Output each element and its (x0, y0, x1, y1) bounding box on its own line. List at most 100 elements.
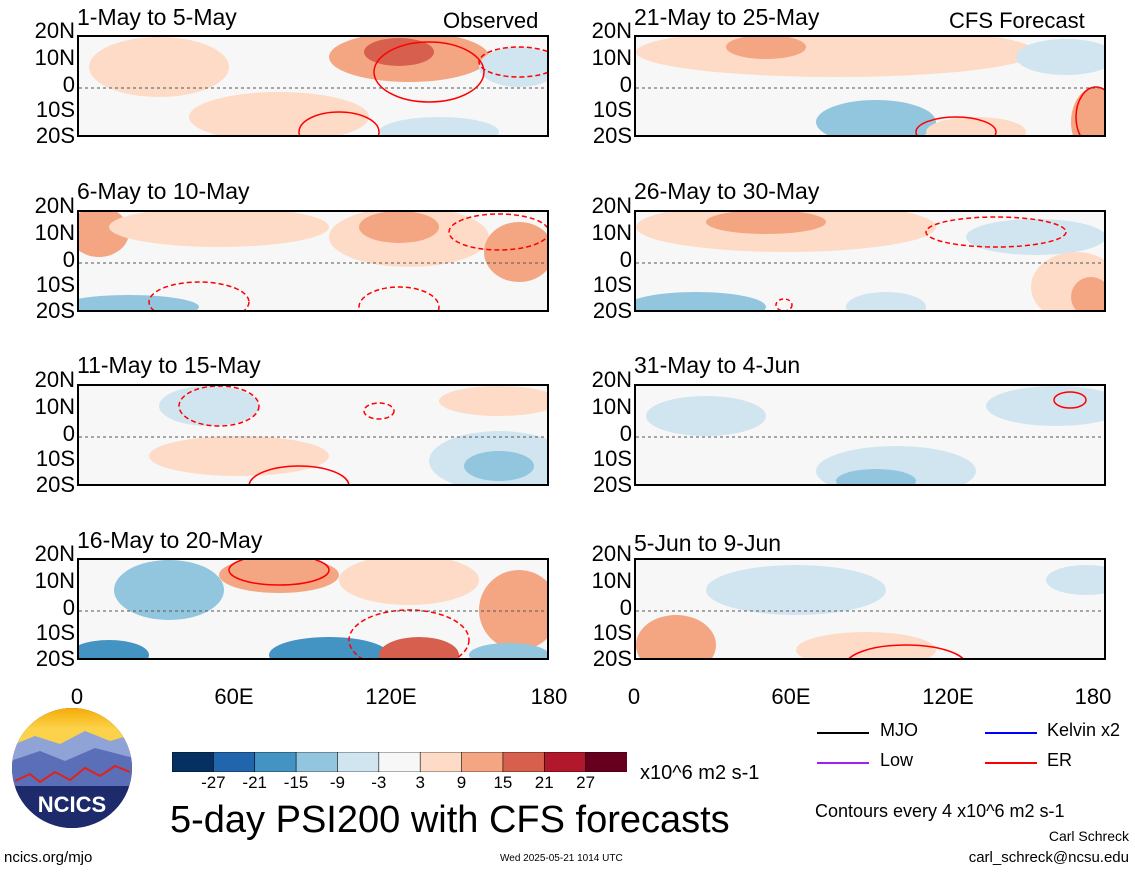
map-panel-5 (634, 35, 1106, 137)
lat-label: 20S (35, 123, 75, 148)
lat-label: 10S (592, 446, 632, 471)
lat-label: 10S (592, 97, 632, 122)
ncics-logo: NCICS (10, 706, 134, 830)
lon-label-0-left: 0 (70, 684, 84, 709)
lat-label: 10N (34, 568, 75, 593)
footer-email: carl_schreck@ncsu.edu (968, 849, 1129, 866)
colorbar-swatch (213, 751, 256, 773)
lat-label: 20N (591, 541, 632, 566)
lon-label-120e-left: 120E (365, 684, 417, 709)
lon-label-120e-right: 120E (922, 684, 974, 709)
lat-label: 10S (35, 446, 75, 471)
legend-line-er (985, 762, 1037, 764)
panel-title-6: 26-May to 30-May (634, 178, 820, 204)
lat-label: 20N (591, 193, 632, 218)
lat-label: 0 (619, 595, 632, 620)
lat-label: 10N (591, 220, 632, 245)
footer-author: Carl Schreck (1048, 828, 1129, 844)
map-panel-2 (77, 210, 549, 312)
map-panel-3 (77, 384, 549, 486)
legend-label-kelvin: Kelvin x2 (1047, 720, 1121, 740)
panel-tag-observed: Observed (443, 8, 539, 33)
panel-title-5: 21-May to 25-May (634, 4, 820, 30)
map-panel-1 (77, 35, 549, 137)
panel-title-4: 16-May to 20-May (77, 527, 263, 553)
lat-label: 20N (591, 367, 632, 392)
colorbar-swatch (295, 751, 339, 773)
lat-label: 10N (34, 220, 75, 245)
colorbar-tick-label: 27 (576, 773, 596, 792)
map-panel-6 (634, 210, 1106, 312)
colorbar-tick-label: 15 (493, 773, 513, 792)
lat-label: 20S (592, 123, 632, 148)
lon-label-180-left: 180 (530, 684, 568, 709)
map-panel-4 (77, 558, 549, 660)
lat-label: 0 (619, 421, 632, 446)
colorbar-swatch (461, 751, 504, 773)
lat-label: 20N (34, 193, 75, 218)
footer-url: ncics.org/mjo (4, 849, 93, 866)
lon-label-180-right: 180 (1074, 684, 1112, 709)
lon-label-0-right: 0 (627, 684, 641, 709)
lat-label: 10S (35, 97, 75, 122)
lat-label: 20N (34, 18, 75, 43)
colorbar-tick-label: 9 (456, 773, 467, 792)
panel-title-2: 6-May to 10-May (77, 178, 250, 204)
legend-line-kelvin (985, 732, 1037, 734)
panel-title-1: 1-May to 5-May (77, 4, 237, 30)
contour-note: Contours every 4 x10^6 m2 s-1 (815, 801, 1065, 821)
panel-title-7: 31-May to 4-Jun (634, 352, 801, 378)
lat-label: 20S (35, 472, 75, 497)
footer-timestamp: Wed 2025-05-21 1014 UTC (500, 853, 623, 864)
colorbar-swatch (337, 751, 380, 773)
lon-label-60e-right: 60E (771, 684, 811, 709)
lat-label: 0 (62, 595, 75, 620)
lat-label: 20S (592, 646, 632, 671)
lat-label: 10N (591, 394, 632, 419)
colorbar-units: x10^6 m2 s-1 (640, 762, 760, 784)
main-title: 5-day PSI200 with CFS forecasts (170, 799, 730, 841)
legend-label-er: ER (1047, 750, 1073, 770)
panel-title-3: 11-May to 15-May (77, 352, 261, 378)
colorbar-tick-label: -15 (283, 773, 309, 792)
legend-line-low (817, 762, 869, 764)
lat-label: 10S (35, 272, 75, 297)
lat-label: 10S (592, 620, 632, 645)
colorbar-swatch (585, 751, 628, 773)
legend-label-mjo: MJO (880, 720, 918, 740)
colorbar-tick-label: -3 (371, 773, 387, 792)
lat-label: 0 (62, 72, 75, 97)
colorbar-swatch (502, 751, 546, 773)
lat-label: 20N (591, 18, 632, 43)
lat-label: 0 (62, 247, 75, 272)
colorbar-swatch (543, 751, 587, 773)
lat-label: 20S (35, 646, 75, 671)
lat-label: 0 (619, 247, 632, 272)
lat-label: 10S (35, 620, 75, 645)
lat-label: 10N (591, 45, 632, 70)
lon-label-60e-left: 60E (214, 684, 254, 709)
colorbar-tick-label: -21 (242, 773, 267, 792)
lat-label: 10S (592, 272, 632, 297)
legend-line-mjo (817, 732, 869, 734)
lat-label: 20S (592, 298, 632, 323)
lat-label: 20N (34, 367, 75, 392)
lat-label: 0 (62, 421, 75, 446)
legend-label-low: Low (880, 750, 914, 770)
colorbar-swatch (171, 751, 215, 773)
panel-title-8: 5-Jun to 9-Jun (634, 530, 782, 556)
colorbar-swatch (378, 751, 421, 773)
lat-label: 10N (34, 394, 75, 419)
logo-text: NCICS (38, 792, 106, 817)
panel-tag-forecast: CFS Forecast (949, 8, 1085, 33)
colorbar-swatch (419, 751, 463, 773)
map-panel-8 (634, 558, 1106, 660)
lat-label: 20N (34, 541, 75, 566)
colorbar (171, 751, 628, 773)
colorbar-tick-label: -27 (201, 773, 226, 792)
colorbar-tick-label: 3 (415, 773, 425, 792)
colorbar-tick-label: -9 (329, 773, 346, 792)
lat-label: 10N (591, 568, 632, 593)
map-panel-7 (634, 384, 1106, 486)
lat-label: 20S (35, 298, 75, 323)
